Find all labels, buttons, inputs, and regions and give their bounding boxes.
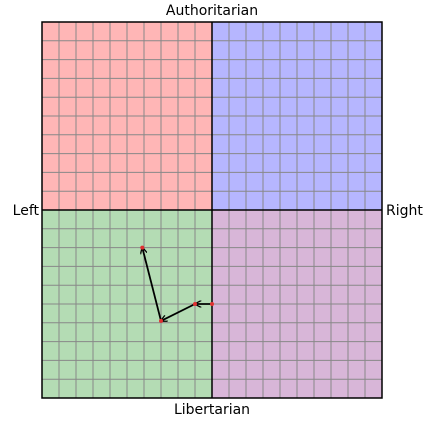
left-label: Left bbox=[13, 203, 40, 219]
bottom-label: Libertarian bbox=[174, 402, 250, 418]
point bbox=[140, 245, 145, 250]
top-label: Authoritarian bbox=[166, 3, 258, 19]
point bbox=[193, 302, 197, 306]
arrow-segment bbox=[142, 248, 162, 322]
arrow-segment bbox=[161, 303, 196, 321]
point bbox=[210, 302, 214, 306]
frame bbox=[41, 21, 383, 399]
right-label: Right bbox=[386, 203, 423, 219]
point bbox=[159, 318, 163, 323]
